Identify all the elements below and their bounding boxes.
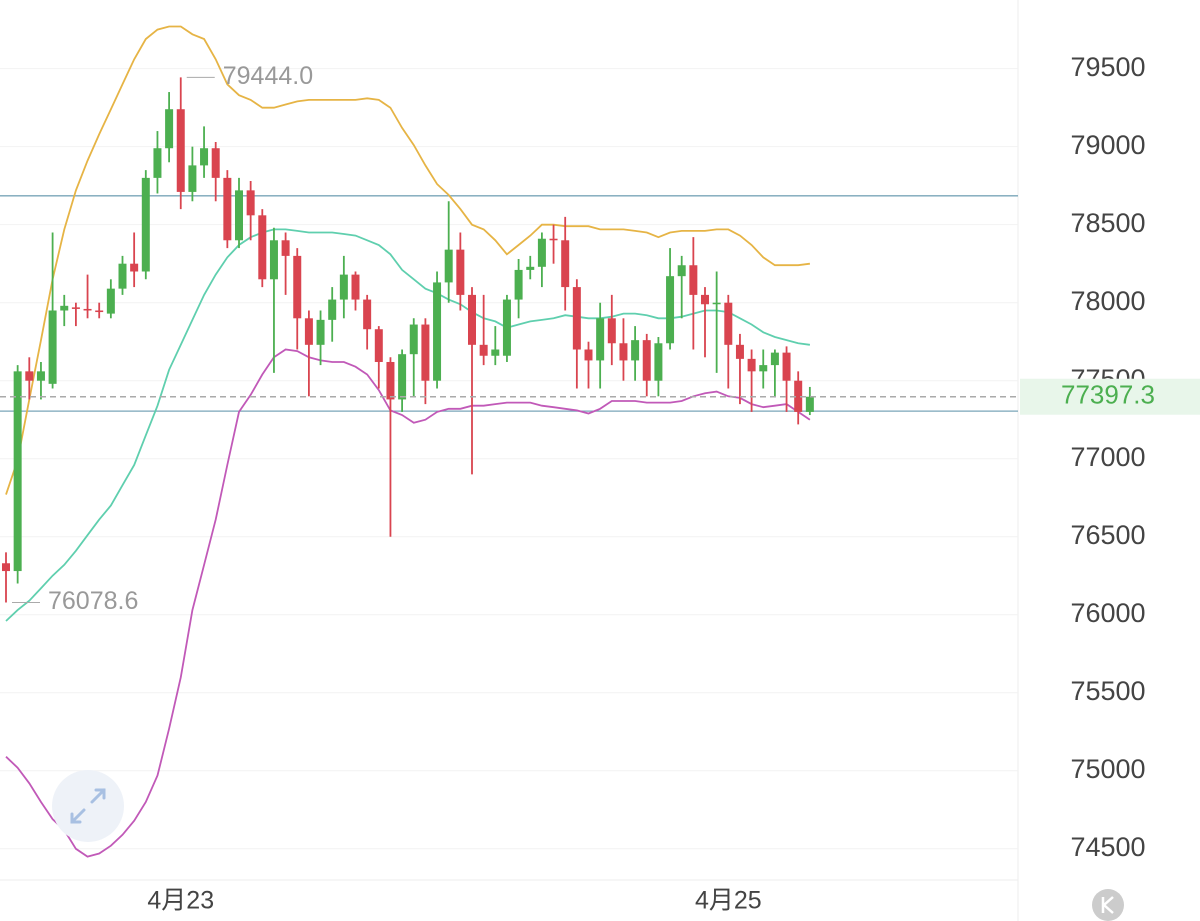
y-tick-label: 77000 [1070, 442, 1145, 472]
candle-body [759, 365, 768, 372]
candle-body [689, 265, 698, 295]
candle-body [794, 380, 803, 412]
expand-icon [70, 788, 106, 824]
candle-body [770, 352, 779, 366]
candle-body [421, 324, 430, 381]
candle-body [456, 249, 465, 295]
candle-body [468, 294, 476, 345]
annotation-label: 79444.0 [223, 62, 313, 90]
candle-body [95, 310, 104, 313]
candle-body [537, 238, 546, 267]
candle-body [677, 265, 686, 277]
candle-body [491, 349, 500, 356]
candle-body [328, 299, 337, 320]
candle-body [479, 344, 488, 356]
candle-body [60, 305, 69, 311]
candle-body [596, 318, 605, 361]
candle-body [584, 349, 593, 361]
candle-body [363, 299, 372, 330]
candle-body [2, 563, 10, 572]
y-tick-label: 74500 [1070, 832, 1145, 862]
candle-body [36, 371, 45, 381]
candle-body [572, 287, 581, 350]
candle-body [304, 318, 313, 345]
candle-body [712, 302, 721, 305]
candle-body [642, 340, 651, 381]
candle-body [71, 307, 80, 309]
candle-body [106, 288, 115, 314]
y-tick-label: 75500 [1070, 676, 1145, 706]
candle-body [607, 318, 616, 344]
k-icon [1101, 896, 1114, 914]
candle-body [398, 354, 407, 400]
k-circle [1092, 889, 1124, 921]
candle-body [141, 177, 150, 272]
candle-body [316, 319, 325, 345]
candle-body [25, 371, 34, 381]
annotation-label: 76078.6 [48, 587, 138, 615]
candle-body [293, 255, 302, 319]
candle-body [619, 343, 628, 361]
candle-body [83, 308, 92, 311]
candle-body [153, 148, 162, 178]
expand-circle [52, 770, 124, 842]
candle-body [735, 344, 744, 359]
candle-body [561, 240, 570, 288]
candle-body [444, 249, 453, 283]
candle-body [374, 329, 383, 362]
candle-body [351, 274, 360, 300]
candle-body [246, 190, 255, 216]
band-line [5, 348, 811, 858]
candle-body [549, 238, 558, 241]
candle-body [631, 340, 640, 361]
candle-body [118, 263, 127, 289]
candle-body [176, 109, 185, 192]
candle-body [13, 371, 22, 572]
last-price-label: 77397.3 [1061, 380, 1155, 410]
y-tick-label: 76000 [1070, 598, 1145, 628]
candle-body [724, 302, 733, 345]
expand-button[interactable] [52, 770, 124, 842]
candle-body [339, 274, 348, 300]
candle-body [269, 240, 278, 280]
y-tick-label: 79000 [1070, 130, 1145, 160]
candle-body [526, 266, 535, 270]
x-tick-label: 4月23 [147, 887, 214, 915]
band-line [5, 25, 811, 495]
k-button[interactable] [1092, 889, 1124, 921]
candle-body [130, 263, 139, 272]
candle-body [514, 269, 523, 300]
candle-body [211, 148, 220, 178]
y-tick-label: 79500 [1070, 52, 1145, 82]
band-line [5, 228, 811, 622]
candle-body [281, 240, 290, 256]
candle-body [502, 299, 511, 356]
candle-body [654, 343, 663, 381]
candle-body [701, 294, 709, 305]
candle-body [747, 358, 756, 372]
candle-body [782, 352, 791, 381]
plot: 7450075000755007600076500770007750078000… [0, 25, 1200, 915]
last-price-box [1020, 378, 1200, 415]
candle-body [386, 361, 395, 400]
candle-body [409, 324, 418, 355]
candle-body [235, 190, 243, 241]
candle-body [433, 282, 442, 381]
y-tick-label: 76500 [1070, 520, 1145, 550]
y-tick-label: 75000 [1070, 754, 1145, 784]
candle-body [188, 165, 197, 192]
candle-body [165, 109, 174, 149]
x-tick-label: 4月25 [695, 887, 762, 915]
y-tick-label: 78000 [1070, 286, 1145, 316]
candle-body [223, 177, 232, 241]
candle-body [48, 310, 57, 384]
candle-body [200, 148, 209, 166]
candle-body [805, 396, 814, 412]
candle-body [258, 215, 267, 280]
y-tick-label: 78500 [1070, 208, 1145, 238]
candle-body [666, 276, 675, 344]
